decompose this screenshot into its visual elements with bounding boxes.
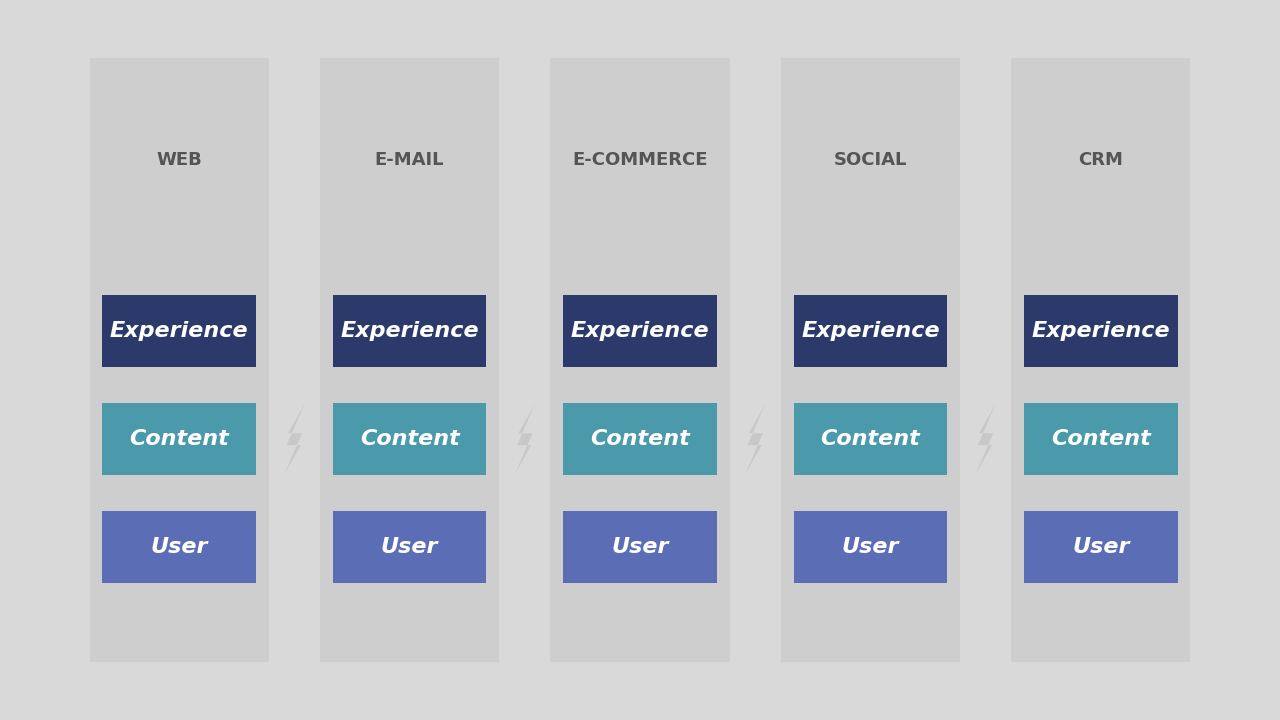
Polygon shape <box>745 403 765 475</box>
FancyBboxPatch shape <box>102 511 256 583</box>
Text: E-COMMERCE: E-COMMERCE <box>572 151 708 169</box>
Text: User: User <box>381 537 438 557</box>
Polygon shape <box>515 403 535 475</box>
Text: WEB: WEB <box>156 151 202 169</box>
Text: Experience: Experience <box>340 321 479 341</box>
Text: User: User <box>1073 537 1129 557</box>
FancyBboxPatch shape <box>794 511 947 583</box>
Text: User: User <box>151 537 207 557</box>
Text: Content: Content <box>1051 429 1151 449</box>
FancyBboxPatch shape <box>794 403 947 475</box>
Text: User: User <box>612 537 668 557</box>
FancyBboxPatch shape <box>333 511 486 583</box>
FancyBboxPatch shape <box>90 58 269 662</box>
FancyBboxPatch shape <box>320 58 499 662</box>
FancyBboxPatch shape <box>1024 295 1178 367</box>
Polygon shape <box>284 403 305 475</box>
FancyBboxPatch shape <box>102 295 256 367</box>
FancyBboxPatch shape <box>333 295 486 367</box>
FancyBboxPatch shape <box>102 403 256 475</box>
Text: SOCIAL: SOCIAL <box>833 151 908 169</box>
Polygon shape <box>975 403 996 475</box>
Text: Experience: Experience <box>1032 321 1170 341</box>
FancyBboxPatch shape <box>550 58 730 662</box>
Text: Content: Content <box>129 429 229 449</box>
FancyBboxPatch shape <box>1011 58 1190 662</box>
FancyBboxPatch shape <box>563 403 717 475</box>
FancyBboxPatch shape <box>1024 511 1178 583</box>
Text: Experience: Experience <box>801 321 940 341</box>
Text: User: User <box>842 537 899 557</box>
Text: Experience: Experience <box>571 321 709 341</box>
FancyBboxPatch shape <box>563 295 717 367</box>
FancyBboxPatch shape <box>333 403 486 475</box>
FancyBboxPatch shape <box>1024 403 1178 475</box>
Text: Content: Content <box>360 429 460 449</box>
FancyBboxPatch shape <box>794 295 947 367</box>
Text: Content: Content <box>820 429 920 449</box>
FancyBboxPatch shape <box>563 511 717 583</box>
Text: Experience: Experience <box>110 321 248 341</box>
Text: Content: Content <box>590 429 690 449</box>
Text: CRM: CRM <box>1078 151 1124 169</box>
Text: E-MAIL: E-MAIL <box>375 151 444 169</box>
FancyBboxPatch shape <box>781 58 960 662</box>
